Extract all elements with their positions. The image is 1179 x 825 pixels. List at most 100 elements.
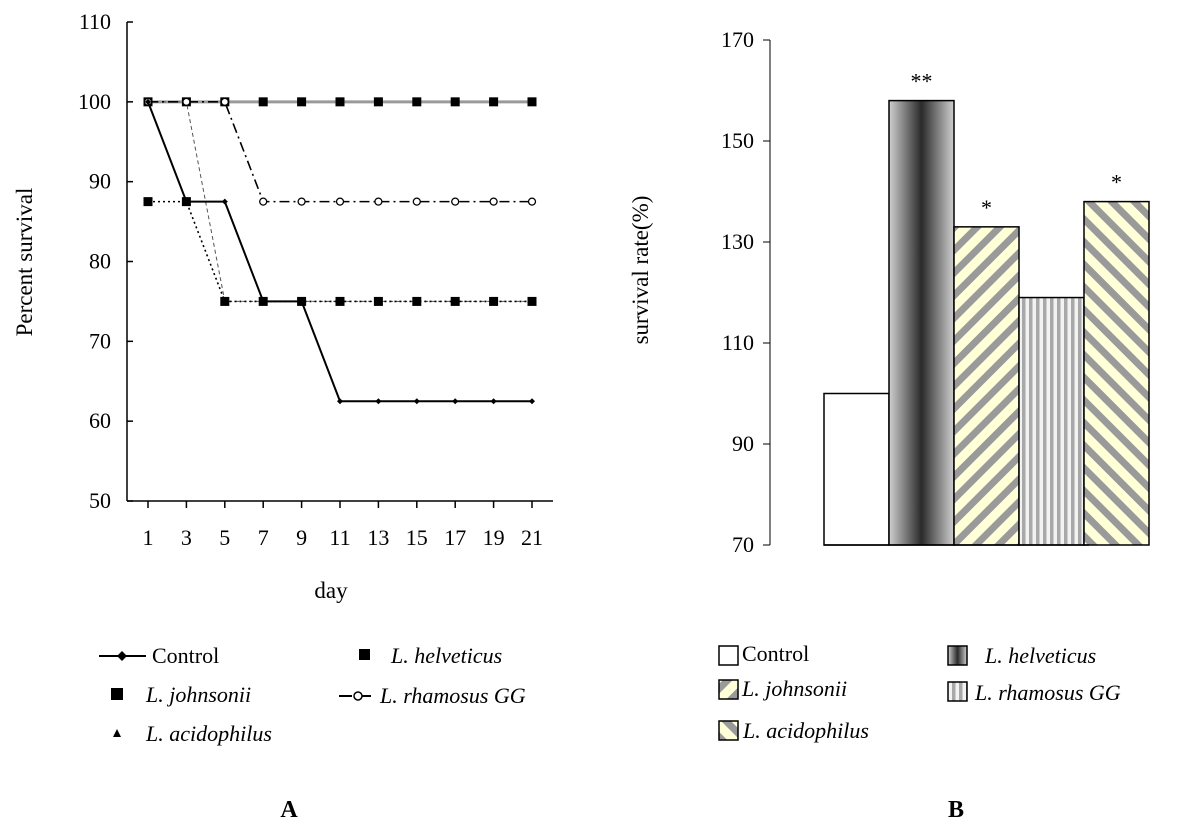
- a-x-tick-label: 3: [181, 525, 192, 550]
- data-point-l-johnsonii: [527, 296, 537, 306]
- panel-b-y-axis-label: survival rate(%): [628, 196, 653, 345]
- legend-a-control-label: Control: [152, 643, 219, 668]
- series-l-rhamosus-gg: [143, 97, 537, 206]
- legend-b-control: Control: [718, 641, 809, 666]
- data-point-l-rhamosus-gg: [220, 97, 229, 106]
- data-point-l-johnsonii: [412, 296, 422, 306]
- data-point-control: [529, 398, 535, 405]
- legend-b-rhamosus-label: L. rhamosus GG: [974, 680, 1121, 705]
- a-y-tick-label: 50: [89, 488, 111, 513]
- a-x-tick-label: 17: [444, 525, 466, 550]
- significance-l-johnsonii: *: [981, 195, 992, 220]
- legend-b-johnsonii-swatch: [718, 679, 739, 700]
- series-control: [145, 98, 535, 405]
- legend-a-johnsonii-marker-icon: [111, 688, 123, 700]
- panel-a-label: A: [280, 797, 298, 823]
- b-y-tick-label: 170: [721, 27, 754, 52]
- a-x-tick-label: 11: [329, 525, 350, 550]
- data-point-control: [452, 398, 459, 405]
- data-point-l-rhamosus-gg: [335, 197, 345, 206]
- data-point-l-rhamosus-gg: [259, 197, 268, 206]
- data-point-l-helveticus: [373, 97, 383, 107]
- data-point-l-helveticus: [489, 97, 499, 107]
- data-point-control: [145, 98, 151, 105]
- a-y-tick-label: 80: [89, 249, 111, 274]
- b-y-tick-label: 90: [732, 431, 754, 456]
- data-point-control: [183, 198, 190, 205]
- a-x-tick-label: 5: [219, 525, 230, 550]
- data-point-l-johnsonii: [489, 296, 499, 306]
- legend-b-acidophilus-label: L. acidophilus: [742, 718, 869, 743]
- panel-b-y-ticks: 70 90 110 130 150 170: [721, 27, 770, 557]
- b-y-tick-label: 150: [721, 128, 754, 153]
- panel-a-y-ticks: 50 60 70 80 90 100 110: [78, 9, 133, 513]
- legend-a-control-marker-icon: [117, 651, 127, 661]
- a-y-tick-label: 110: [79, 9, 111, 34]
- legend-a-helveticus: L. helveticus: [359, 643, 502, 668]
- data-point-l-johnsonii: [143, 197, 153, 207]
- data-point-l-rhamosus-gg: [412, 197, 421, 206]
- legend-a-rhamosus-marker-icon: [353, 691, 363, 701]
- legend-b-control-label: Control: [742, 641, 809, 666]
- panel-a-series: [143, 97, 537, 405]
- legend-a-acidophilus-label: L. acidophilus: [145, 721, 272, 746]
- legend-b-control-swatch: [718, 645, 739, 666]
- panel-a-x-axis-label: day: [314, 578, 348, 603]
- significance-l-acidophilus: *: [1111, 170, 1122, 195]
- series-line-l-acidophilus: [148, 101, 532, 302]
- a-x-tick-label: 9: [296, 525, 307, 550]
- data-point-l-johnsonii: [335, 296, 345, 306]
- legend-a-acidophilus: L. acidophilus: [113, 721, 272, 746]
- panel-b-label: B: [948, 797, 964, 823]
- a-y-tick-label: 100: [78, 89, 111, 114]
- legend-b-acidophilus: L. acidophilus: [718, 718, 869, 743]
- legend-a-control: Control: [99, 643, 219, 668]
- data-point-l-helveticus: [258, 97, 268, 107]
- a-x-tick-label: 7: [258, 525, 269, 550]
- series-l-johnsonii: [143, 197, 537, 306]
- data-point-l-rhamosus-gg: [489, 197, 498, 206]
- legend-b-johnsonii-label: L. johnsonii: [741, 676, 847, 701]
- b-y-tick-label: 130: [721, 229, 754, 254]
- bar-l-rhamosus-gg: [1018, 296, 1085, 546]
- legend-a-rhamosus-label: L. rhamosus GG: [379, 683, 526, 708]
- bar-l-acidophilus: [1083, 200, 1150, 546]
- data-point-l-rhamosus-gg: [182, 97, 191, 106]
- data-point-l-helveticus: [450, 97, 460, 107]
- a-x-tick-label: 1: [143, 525, 154, 550]
- significance-l-helveticus: **: [911, 69, 933, 94]
- a-x-tick-label: 19: [483, 525, 505, 550]
- a-x-tick-label: 21: [521, 525, 543, 550]
- legend-b-rhamosus-swatch: [947, 681, 968, 702]
- panel-a-axes: [126, 22, 553, 502]
- legend-a-acidophilus-marker-icon: [113, 729, 121, 737]
- data-point-control: [337, 398, 343, 405]
- data-point-l-johnsonii: [373, 296, 383, 306]
- a-y-tick-label: 90: [89, 169, 111, 194]
- panel-a-x-ticks: 1 3 5 7 9 11 13 15 17 19 21: [143, 501, 543, 550]
- legend-b-helveticus: L. helveticus: [947, 643, 1096, 668]
- panel-b-legend: Control L. helveticus L. johnsonii L. rh…: [718, 641, 1121, 743]
- bar-control: [823, 392, 890, 546]
- legend-b-rhamosus: L. rhamosus GG: [947, 680, 1121, 705]
- legend-b-helveticus-label: L. helveticus: [984, 643, 1096, 668]
- data-point-control: [260, 298, 267, 305]
- a-x-tick-label: 15: [406, 525, 428, 550]
- a-x-tick-label: 13: [367, 525, 389, 550]
- b-y-tick-label: 110: [722, 330, 754, 355]
- legend-a-helveticus-label: L. helveticus: [390, 643, 502, 668]
- data-point-l-rhamosus-gg: [527, 197, 537, 206]
- legend-a-johnsonii: L. johnsonii: [111, 682, 251, 707]
- bar-l-helveticus: [888, 99, 955, 546]
- bar-l-johnsonii: [953, 226, 1020, 546]
- data-point-l-rhamosus-gg: [451, 197, 460, 206]
- panel-a-legend: Control L. helveticus L. johnsonii L. rh…: [99, 643, 526, 746]
- a-y-tick-label: 60: [89, 408, 111, 433]
- panel-b-bars: ****: [823, 69, 1150, 546]
- data-point-l-johnsonii: [450, 296, 460, 306]
- data-point-control: [375, 398, 382, 405]
- data-point-control: [413, 398, 420, 405]
- data-point-l-helveticus: [412, 97, 422, 107]
- legend-a-johnsonii-label: L. johnsonii: [145, 682, 251, 707]
